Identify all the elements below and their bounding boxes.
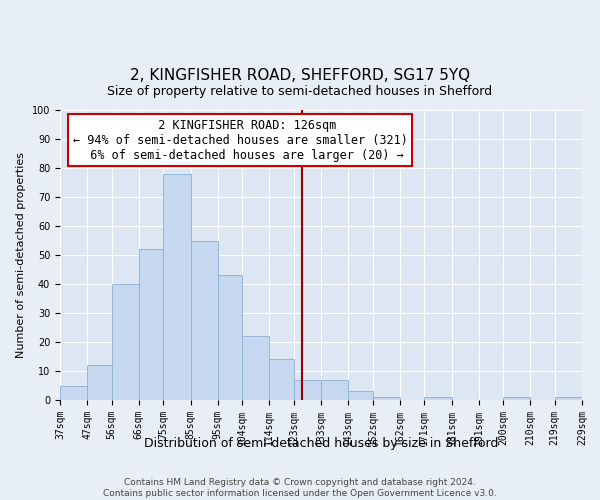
Bar [348, 392, 373, 400]
Text: 2, KINGFISHER ROAD, SHEFFORD, SG17 5YQ: 2, KINGFISHER ROAD, SHEFFORD, SG17 5YQ [130, 68, 470, 82]
Text: Contains HM Land Registry data © Crown copyright and database right 2024.
Contai: Contains HM Land Registry data © Crown c… [103, 478, 497, 498]
Bar [218, 276, 242, 400]
Bar [87, 365, 112, 400]
Bar [321, 380, 348, 400]
Text: Distribution of semi-detached houses by size in Shefford: Distribution of semi-detached houses by … [144, 438, 498, 450]
Bar [294, 380, 321, 400]
Bar [242, 336, 269, 400]
Y-axis label: Number of semi-detached properties: Number of semi-detached properties [16, 152, 26, 358]
Bar [112, 284, 139, 400]
Bar [191, 240, 218, 400]
Bar [139, 249, 163, 400]
Text: Size of property relative to semi-detached houses in Shefford: Size of property relative to semi-detach… [107, 84, 493, 98]
Bar [373, 397, 400, 400]
Bar [503, 397, 530, 400]
Bar [424, 397, 452, 400]
Bar [163, 174, 191, 400]
Bar [60, 386, 87, 400]
Bar [269, 360, 294, 400]
Bar [555, 397, 582, 400]
Text: 2 KINGFISHER ROAD: 126sqm
← 94% of semi-detached houses are smaller (321)
  6% o: 2 KINGFISHER ROAD: 126sqm ← 94% of semi-… [73, 118, 407, 162]
